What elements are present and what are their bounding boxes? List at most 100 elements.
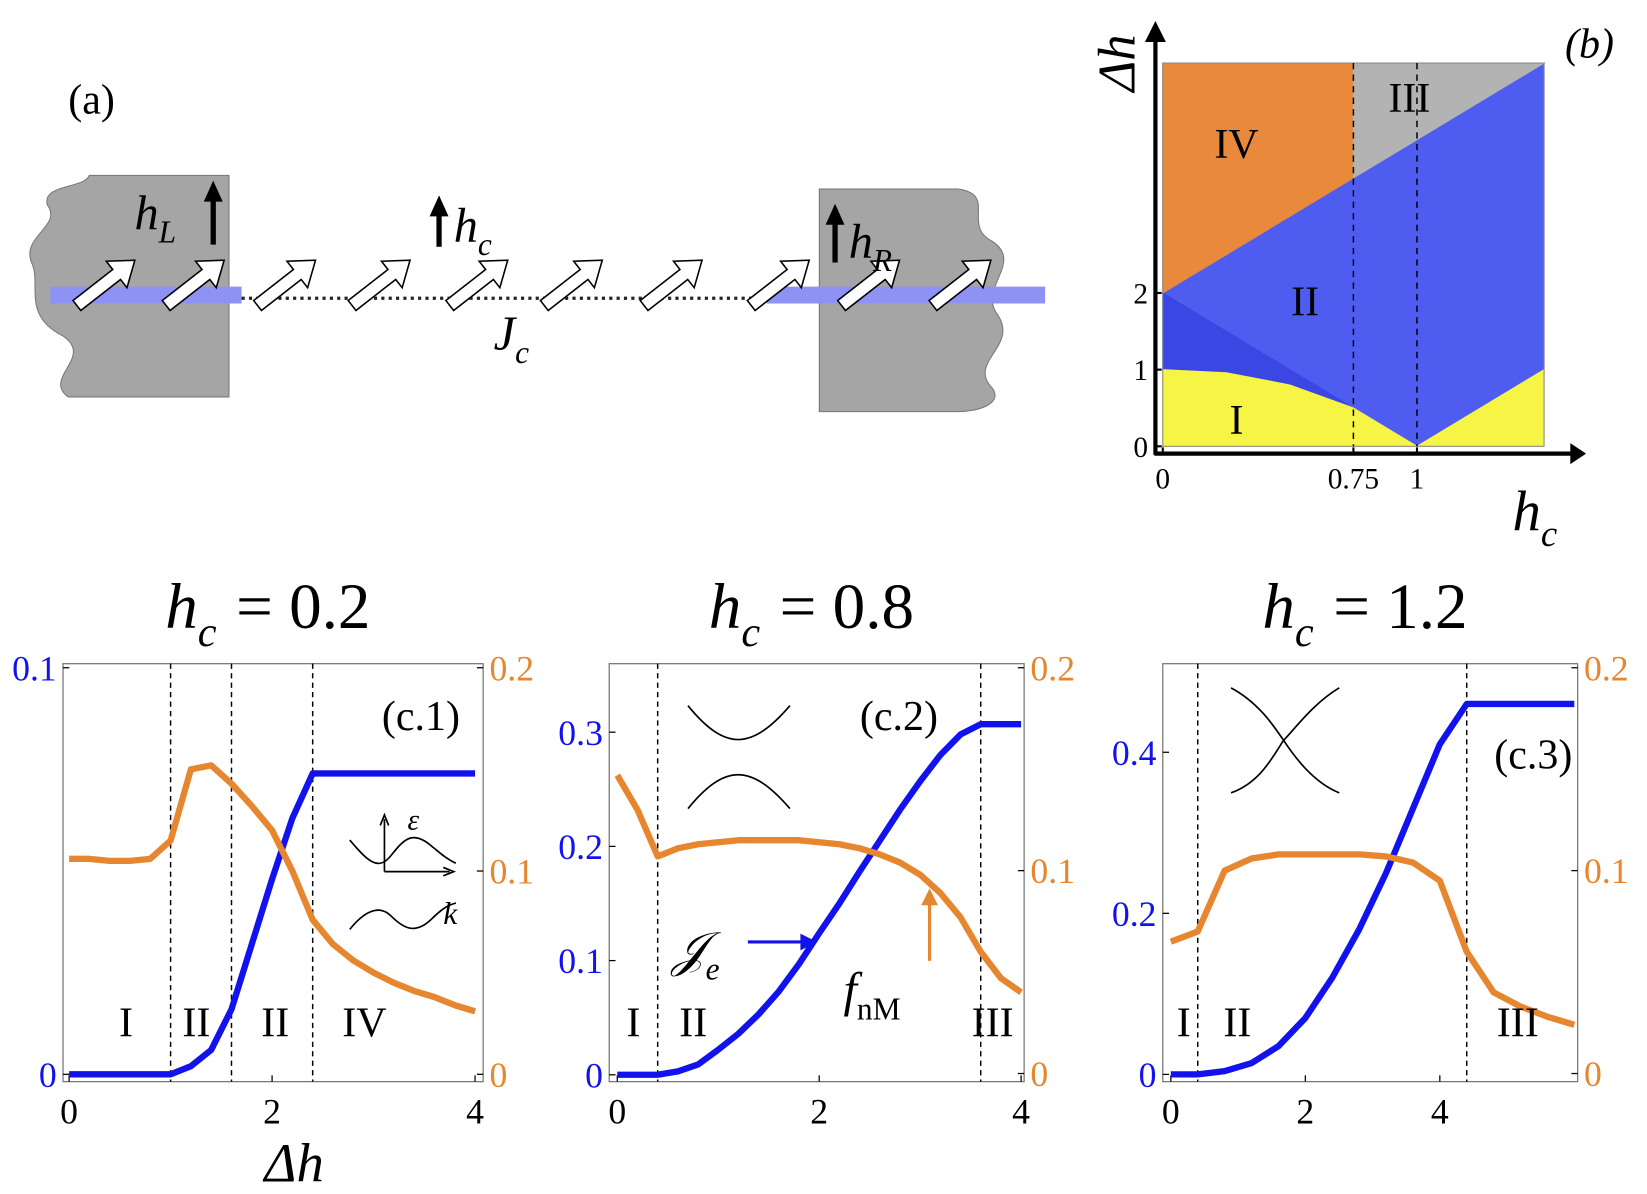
inset-axis-head	[442, 866, 457, 877]
symbol: h	[165, 571, 198, 643]
spin	[444, 259, 509, 312]
spin	[161, 259, 226, 312]
schematic	[29, 174, 1046, 413]
y2-tick-label: 0	[1584, 1054, 1602, 1094]
x-tick-label: 4	[1431, 1092, 1449, 1132]
y-tick-label: 0.2	[558, 827, 603, 867]
region-label: II	[1223, 1000, 1251, 1046]
spin	[746, 259, 811, 312]
title-rest: = 0.2	[236, 571, 370, 643]
x-tick-label: 2	[1296, 1092, 1314, 1132]
y-tick-label: 0	[1133, 432, 1148, 464]
x-tick-label: 2	[810, 1092, 828, 1132]
region-label: IV	[342, 1000, 386, 1046]
subscript: R	[872, 243, 892, 278]
subscript: c	[741, 609, 760, 656]
x-tick-label: 0	[1155, 463, 1170, 495]
y2-tick-label: 0	[489, 1055, 507, 1095]
symbol: h	[1262, 571, 1295, 643]
gap-upper	[687, 705, 791, 741]
symbol: h	[134, 187, 158, 240]
spin	[539, 259, 604, 312]
annotation: fnM	[843, 964, 900, 1027]
y-tick-label: 0.2	[1112, 894, 1157, 934]
subscript: c	[198, 609, 217, 656]
plot-frame	[1162, 663, 1579, 1083]
plot-frame	[62, 663, 484, 1083]
spin	[347, 259, 412, 312]
y2-tick-label: 0.1	[489, 852, 534, 892]
field-arrows	[203, 180, 845, 263]
math-label: hR	[849, 215, 892, 278]
symbol: h	[1513, 480, 1541, 543]
subscript: c	[1295, 609, 1314, 656]
y-tick-label: 1	[1133, 355, 1148, 387]
subscript: c	[1541, 513, 1557, 554]
series-line	[614, 773, 1023, 995]
field-arrow-head	[203, 180, 223, 202]
y-tick-label: 0.3	[558, 713, 603, 753]
y2-tick-label: 0	[1030, 1054, 1048, 1094]
spin	[252, 259, 317, 312]
region-label: III	[972, 1000, 1014, 1046]
field-arrow-head	[825, 203, 845, 225]
series-line	[69, 762, 476, 1015]
region-label: III	[1497, 1000, 1539, 1046]
title-rest: = 0.8	[780, 571, 914, 643]
panel-label: (c.2)	[860, 694, 938, 740]
inset-axis-head	[379, 812, 390, 826]
symbol: J	[494, 308, 518, 361]
panel-label: (a)	[68, 77, 115, 123]
arrow-je-head	[800, 933, 818, 951]
math-label: hc	[454, 200, 492, 263]
panel-label: (c.3)	[1494, 733, 1572, 779]
y-axis-label: Δh	[1088, 34, 1146, 93]
cross-a	[1230, 687, 1340, 794]
region-label: II	[261, 1000, 289, 1046]
region-label: I	[626, 1000, 640, 1046]
y2-tick-label: 0.2	[489, 648, 534, 688]
y-tick-label: 0	[39, 1055, 57, 1095]
y-tick-label: 0.1	[12, 648, 57, 688]
y-tick-label: 2	[1133, 278, 1148, 310]
plot-frame	[608, 663, 1025, 1083]
subscript: e	[706, 952, 720, 987]
y-axis-head	[1144, 21, 1166, 43]
subscript: L	[158, 214, 176, 249]
y-tick-label: 0	[585, 1055, 603, 1095]
y2-tick-label: 0.2	[1030, 648, 1075, 688]
chart-title: hc = 0.2	[165, 571, 370, 656]
band-upper	[349, 836, 457, 865]
inset-label: k	[443, 896, 458, 931]
math-label: hL	[134, 187, 176, 250]
y-tick-label: 0.4	[1112, 733, 1157, 773]
arrow-fnm-head	[921, 888, 938, 906]
gap-lower	[687, 774, 791, 810]
x-tick-label: 0.75	[1328, 463, 1379, 495]
spin	[836, 259, 901, 312]
annotation: 𝒥e	[670, 924, 721, 987]
region-label: IV	[1214, 122, 1258, 168]
chart-title: hc = 0.8	[709, 571, 914, 656]
annotation-arrows	[747, 888, 938, 961]
math-label: Jc	[494, 308, 529, 371]
x-axis-label: hc	[1513, 480, 1558, 554]
x-tick-label: 0	[60, 1092, 78, 1132]
spin	[927, 259, 992, 312]
subscript: c	[478, 227, 492, 262]
chart-title: hc = 1.2	[1262, 571, 1467, 656]
panel-label: (b)	[1565, 22, 1614, 68]
x-axis-head	[1570, 443, 1587, 465]
region-label: I	[1229, 398, 1243, 444]
cross-b	[1230, 687, 1340, 794]
x-tick-label: 4	[1012, 1092, 1030, 1132]
band-lower	[349, 902, 457, 930]
inset-label: ε	[408, 805, 420, 837]
y2-tick-label: 0.2	[1584, 648, 1629, 688]
symbol: h	[454, 200, 478, 253]
series-line	[1170, 700, 1575, 1078]
y-tick-label: 0.1	[558, 941, 603, 981]
spin	[639, 259, 704, 312]
